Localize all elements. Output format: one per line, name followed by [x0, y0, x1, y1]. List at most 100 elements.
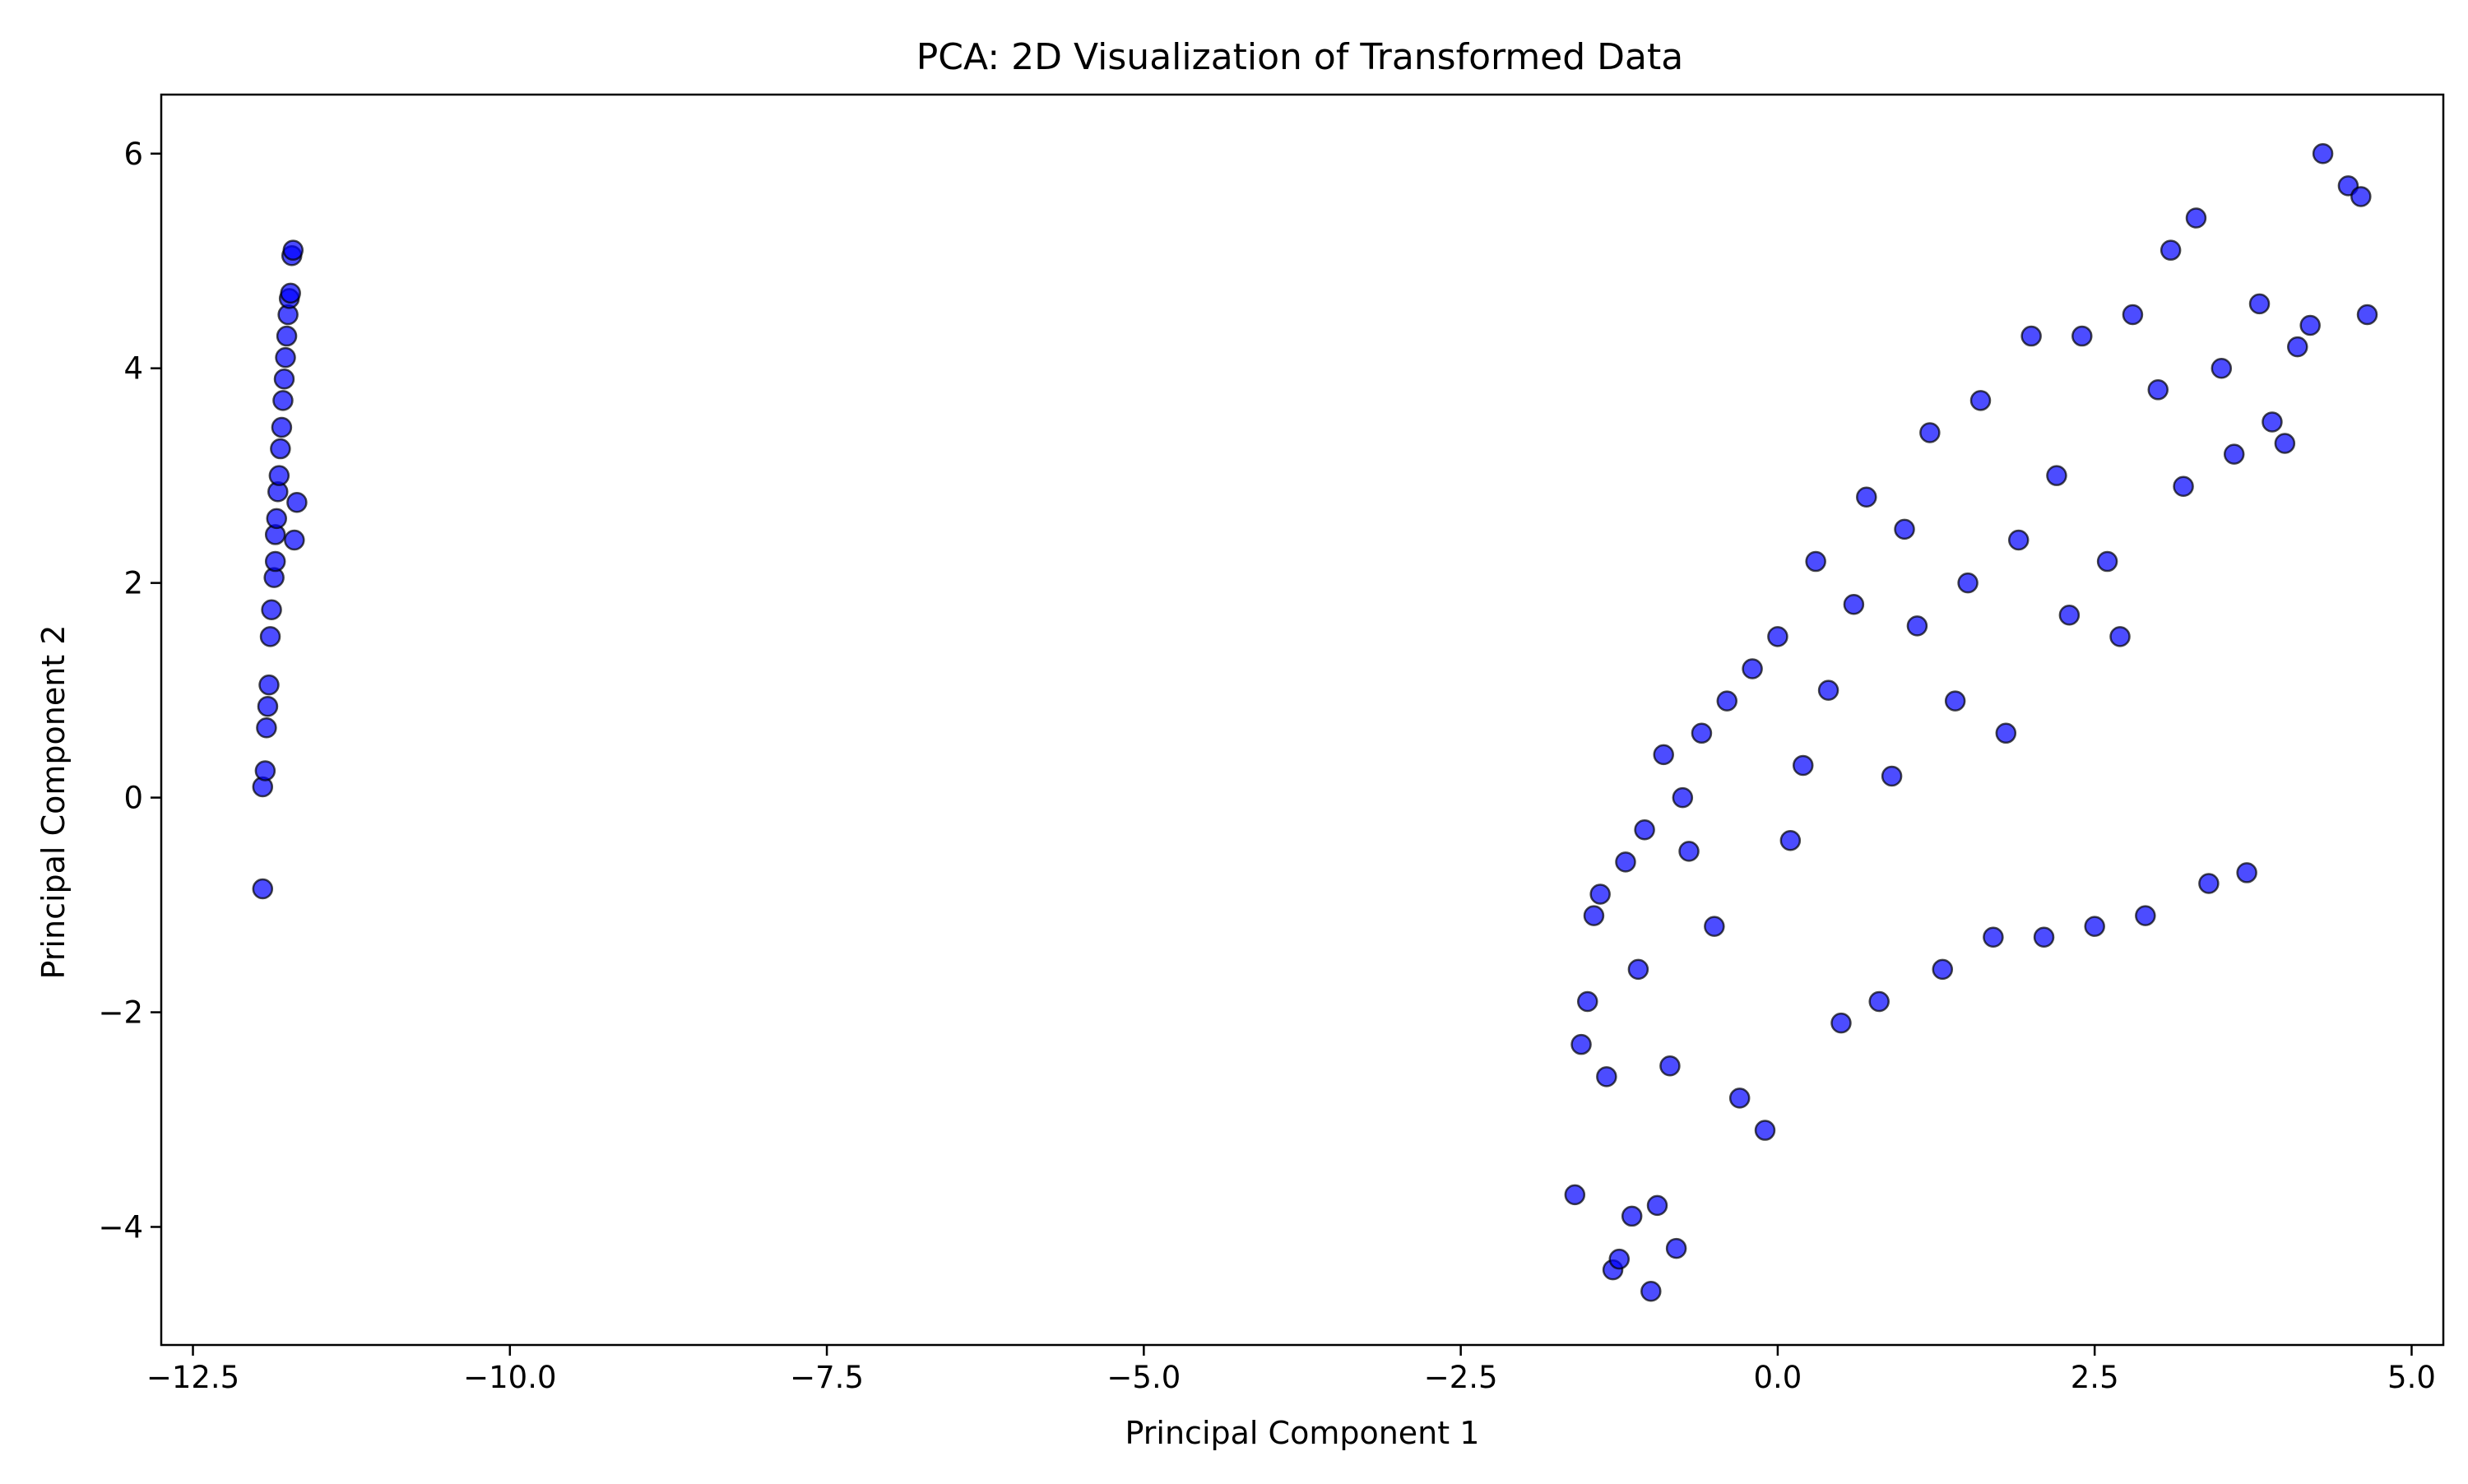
data-point	[1969, 390, 1992, 411]
data-point	[252, 878, 274, 900]
x-tick-label: 2.5	[2071, 1360, 2119, 1395]
data-point	[1767, 626, 1788, 647]
x-tick-label: −7.5	[790, 1360, 864, 1395]
data-point	[273, 369, 295, 390]
data-point	[1983, 926, 2004, 948]
data-point	[2312, 143, 2334, 165]
data-point	[1817, 679, 1839, 701]
data-point	[254, 760, 276, 781]
data-point	[2223, 443, 2245, 465]
data-point	[2262, 411, 2283, 433]
data-point	[1659, 1055, 1681, 1077]
data-point	[2160, 239, 2182, 261]
x-tick-label: −12.5	[146, 1360, 239, 1395]
data-point	[2096, 550, 2118, 573]
data-point	[1919, 422, 1941, 443]
data-point	[2198, 873, 2220, 894]
data-point	[2033, 926, 2055, 948]
x-tick-label: 0.0	[1753, 1360, 1802, 1395]
data-point	[1894, 518, 1915, 540]
x-tick-label: −2.5	[1424, 1360, 1498, 1395]
data-point	[1621, 1205, 1643, 1227]
data-point	[284, 529, 305, 551]
y-axis-label: Principal Component 2	[35, 625, 72, 980]
data-point	[1589, 883, 1611, 905]
data-point	[2236, 862, 2257, 883]
data-point	[2071, 325, 2093, 347]
data-point	[266, 508, 287, 530]
data-point	[268, 465, 290, 486]
data-point	[2350, 186, 2372, 207]
data-point	[256, 717, 277, 739]
data-point	[1716, 690, 1738, 712]
data-point	[1881, 765, 1903, 787]
data-point	[2185, 207, 2207, 229]
data-point	[2274, 433, 2296, 454]
data-point	[276, 325, 298, 347]
data-point	[1779, 830, 1802, 851]
data-point	[1957, 572, 1979, 594]
data-point	[1608, 1248, 1631, 1270]
data-point	[275, 346, 296, 369]
data-point	[1754, 1120, 1776, 1141]
y-tick-label: 6	[123, 137, 143, 172]
data-point	[2211, 357, 2233, 379]
data-point	[257, 695, 279, 717]
data-point	[2287, 336, 2308, 358]
data-point	[1805, 550, 1826, 573]
x-axis-label: Principal Component 1	[1125, 1415, 1480, 1451]
data-point	[1932, 958, 1954, 981]
data-point	[1691, 722, 1713, 744]
data-point	[1868, 990, 1890, 1013]
data-point	[270, 438, 291, 460]
y-tick-label: −4	[98, 1209, 143, 1245]
chart-title: PCA: 2D Visualization of Transformed Dat…	[916, 36, 1683, 78]
y-tick-label: 2	[123, 566, 143, 601]
data-point	[1583, 905, 1605, 926]
x-tick-label: 5.0	[2387, 1360, 2436, 1395]
data-point	[1944, 690, 1966, 712]
plot-frame	[160, 93, 2445, 1347]
data-point	[280, 282, 301, 304]
data-point	[2007, 529, 2030, 551]
data-point	[1672, 786, 1694, 809]
data-point	[264, 550, 286, 573]
data-point	[1728, 1087, 1751, 1109]
data-point	[2058, 605, 2081, 626]
y-tick-label: 4	[123, 351, 143, 387]
data-point	[2046, 465, 2067, 486]
data-point	[1830, 1012, 1852, 1034]
y-axis: −4 −2 0 2 4 6	[98, 137, 161, 1245]
y-tick-label: 0	[123, 781, 143, 816]
data-point	[272, 390, 294, 411]
data-point	[1906, 615, 1928, 637]
data-point	[282, 239, 304, 261]
data-point	[2147, 379, 2169, 401]
data-point	[1570, 1033, 1592, 1055]
data-point	[2356, 304, 2378, 326]
data-point	[1742, 658, 1763, 679]
data-point	[2084, 916, 2105, 937]
data-point	[1646, 1194, 1668, 1217]
data-point	[1856, 486, 1877, 508]
data-point	[1792, 754, 1814, 777]
data-point	[1615, 851, 1636, 873]
data-point	[286, 492, 308, 513]
data-point	[1678, 841, 1700, 862]
data-point	[1704, 916, 1725, 937]
data-point	[271, 416, 293, 438]
data-point	[1665, 1237, 1687, 1259]
data-point	[259, 626, 281, 647]
data-point	[261, 599, 282, 621]
data-point	[2173, 475, 2194, 497]
x-tick-label: −5.0	[1106, 1360, 1181, 1395]
data-point	[1564, 1184, 1586, 1206]
data-point	[1634, 819, 1655, 841]
data-point	[2020, 325, 2042, 347]
x-axis: −12.5 −10.0 −7.5 −5.0 −2.5 0.0 2.5 5.0	[146, 1345, 2436, 1395]
data-point	[1627, 958, 1649, 981]
data-point	[1995, 722, 2017, 744]
